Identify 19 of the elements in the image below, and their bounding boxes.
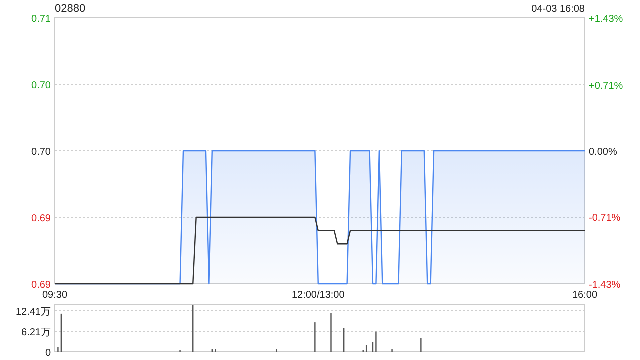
y-tick-label: 0.70	[32, 80, 52, 92]
y-tick-label: 6.21万	[22, 327, 51, 338]
chart-title: 02880	[55, 3, 86, 15]
y-tick-label: 0.70	[32, 147, 52, 158]
y-tick-label: 0.69	[32, 214, 52, 224]
x-tick-label: 12:00/13:00	[292, 290, 346, 301]
y-tick-label: 0.71	[32, 14, 52, 25]
chart-subtitle: 04-03 16:08	[532, 4, 586, 15]
y2-tick-label: 0.00%	[589, 147, 618, 158]
y-tick-label: 12.41万	[16, 306, 51, 318]
y-tick-label: 0.69	[32, 280, 52, 291]
x-tick-label: 09:30	[42, 290, 68, 301]
y2-tick-label: -0.71%	[589, 213, 621, 224]
line-series	[54, 216, 586, 285]
y2-tick-label: -1.43%	[589, 280, 621, 291]
y2-tick-label: +1.43%	[589, 14, 624, 25]
x-tick-label: 16:00	[572, 290, 598, 301]
y-tick-label: 0	[45, 348, 52, 359]
y2-tick-label: +0.71%	[589, 80, 624, 92]
